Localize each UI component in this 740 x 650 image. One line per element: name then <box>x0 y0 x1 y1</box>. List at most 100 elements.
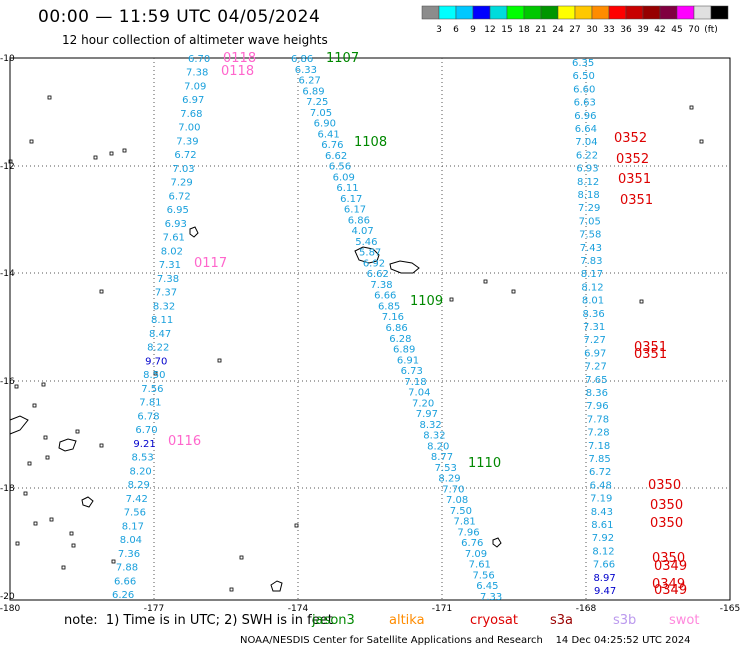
pass-label: 1110 <box>468 456 501 471</box>
footer-note: note: 1) Time is in UTC; 2) SWH is in fe… <box>64 613 333 628</box>
wave-height-value: 7.09 <box>465 549 487 560</box>
colorbar-label: 27 <box>569 25 580 35</box>
y-tick-label: -16 <box>0 377 15 387</box>
wave-height-value: 8.50 <box>143 370 165 381</box>
wave-height-value: 6.76 <box>321 140 343 151</box>
wave-height-value: 8.47 <box>149 329 171 340</box>
wave-height-value: 6.28 <box>389 334 411 345</box>
wave-height-value: 7.28 <box>587 428 609 439</box>
wave-height-value: 7.43 <box>580 243 602 254</box>
wave-height-value: 6.70 <box>135 425 157 436</box>
colorbar-label: 9 <box>470 25 476 35</box>
wave-height-value: 6.89 <box>302 86 324 97</box>
wave-height-value: 8.36 <box>582 309 604 320</box>
y-tick-label: -18 <box>0 484 15 494</box>
wave-height-value: 6.41 <box>317 129 339 140</box>
credit-line: NOAA/NESDIS Center for Satellite Applica… <box>240 635 691 646</box>
island-outline <box>8 159 13 164</box>
satellite-jason3: jason3 <box>312 613 355 628</box>
wave-height-value: 6.35 <box>572 58 594 69</box>
wave-height-value: 7.42 <box>126 494 148 505</box>
wave-height-value: 7.61 <box>163 233 185 244</box>
wave-height-value: 6.33 <box>295 65 317 76</box>
wave-height-value: 7.27 <box>584 335 606 346</box>
colorbar-label: 3 <box>436 25 442 35</box>
island-outline <box>14 384 19 389</box>
pass-label: 0352 <box>616 152 649 167</box>
wave-height-value: 6.91 <box>397 355 419 366</box>
pass-label: 0350 <box>650 498 683 513</box>
wave-height-value: 7.68 <box>180 109 202 120</box>
wave-height-value: 7.00 <box>178 123 200 134</box>
pass-label: 0117 <box>194 256 227 271</box>
pass-label: 1108 <box>354 135 387 150</box>
island-outline <box>189 226 199 238</box>
wave-height-value: 7.09 <box>184 81 206 92</box>
wave-height-value: 7.08 <box>446 495 468 506</box>
colorbar-label: 42 <box>654 25 665 35</box>
wave-height-value: 7.85 <box>589 454 611 465</box>
wave-height-value: 4.07 <box>351 226 373 237</box>
island-outline <box>389 260 420 274</box>
colorbar-label: 45 <box>671 25 682 35</box>
pass-label: 0118 <box>223 51 256 66</box>
wave-height-value: 8.29 <box>128 480 150 491</box>
wave-height-value: 6.72 <box>169 191 191 202</box>
island-outline <box>23 491 28 496</box>
wave-height-value: 7.78 <box>587 414 609 425</box>
wave-height-value: 8.17 <box>581 269 603 280</box>
island-outline <box>639 299 644 304</box>
pass-label: 0350 <box>650 516 683 531</box>
wave-height-value: 7.56 <box>472 570 494 581</box>
colorbar-label: 39 <box>637 25 649 35</box>
island-outline <box>483 279 488 284</box>
island-outline <box>9 415 29 435</box>
island-outline <box>29 139 34 144</box>
pass-label: 0349 <box>654 583 687 598</box>
wave-height-value: 6.78 <box>137 411 159 422</box>
pass-label: 0350 <box>648 478 681 493</box>
wave-height-value: 7.37 <box>155 288 177 299</box>
island-outline <box>43 435 48 440</box>
wave-height-value: 6.90 <box>314 119 336 130</box>
wave-height-value: 7.31 <box>159 260 181 271</box>
wave-height-value: 8.02 <box>161 246 183 257</box>
wave-height-value: 7.92 <box>592 533 614 544</box>
wave-height-value: 6.66 <box>114 576 136 587</box>
colorbar-swatch <box>710 5 729 20</box>
wave-height-value: 7.04 <box>408 388 430 399</box>
wave-height-value: 6.63 <box>574 98 596 109</box>
wave-height-value: 6.60 <box>573 84 595 95</box>
wave-height-value: 7.97 <box>416 409 438 420</box>
pass-label: 0349 <box>652 577 685 592</box>
satellite-s3b: s3b <box>613 613 637 628</box>
pass-label: 0351 <box>634 340 667 355</box>
colorbar-label: 30 <box>586 25 598 35</box>
wave-height-value: 8.04 <box>120 535 142 546</box>
wave-height-value: 8.43 <box>591 507 613 518</box>
wave-height-value: 6.45 <box>476 581 498 592</box>
island-outline <box>699 139 704 144</box>
island-outline <box>294 523 299 528</box>
wave-height-value: 8.53 <box>131 453 153 464</box>
wave-height-value: 7.19 <box>590 494 612 505</box>
island-outline <box>449 297 454 302</box>
wave-height-value: 7.04 <box>575 137 597 148</box>
y-tick-label: -12 <box>0 162 15 172</box>
wave-height-value: 6.50 <box>573 71 595 82</box>
wave-height-value: 8.32 <box>423 431 445 442</box>
wave-height-value: 8.61 <box>591 520 613 531</box>
wave-height-value: 8.12 <box>581 282 603 293</box>
y-tick-label: -10 <box>0 54 15 64</box>
wave-height-value: 6.17 <box>340 194 362 205</box>
colorbar-label: 6 <box>453 25 459 35</box>
wave-height-value: 7.56 <box>124 508 146 519</box>
wave-height-value: 8.77 <box>431 452 453 463</box>
wave-height-value: 9.70 <box>145 356 167 367</box>
island-outline <box>15 541 20 546</box>
wave-height-value: 8.11 <box>151 315 173 326</box>
wave-height-value: 8.32 <box>153 301 175 312</box>
wave-height-value: 7.20 <box>412 398 434 409</box>
wave-height-value: 6.85 <box>378 301 400 312</box>
island-outline <box>61 565 66 570</box>
